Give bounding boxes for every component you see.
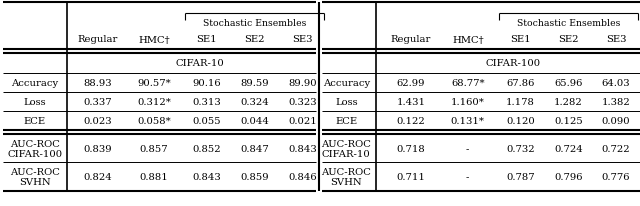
Text: 0.724: 0.724 [554, 145, 582, 154]
Text: 90.16: 90.16 [193, 79, 221, 88]
Text: Accuracy: Accuracy [11, 79, 58, 88]
Text: 0.718: 0.718 [397, 145, 426, 154]
Text: 0.846: 0.846 [288, 173, 317, 182]
Text: 0.824: 0.824 [83, 173, 112, 182]
Text: Loss: Loss [23, 98, 46, 107]
Text: Stochastic Ensembles: Stochastic Ensembles [203, 19, 307, 28]
Text: 0.847: 0.847 [240, 145, 269, 154]
Text: CIFAR-100: CIFAR-100 [486, 59, 541, 68]
Text: 0.323: 0.323 [288, 98, 317, 107]
Text: ECE: ECE [24, 117, 45, 126]
Text: 0.120: 0.120 [506, 117, 535, 126]
Text: ECE: ECE [335, 117, 357, 126]
Text: 1.282: 1.282 [554, 98, 582, 107]
Text: Loss: Loss [335, 98, 358, 107]
Text: SE3: SE3 [606, 35, 627, 44]
Text: 0.839: 0.839 [83, 145, 111, 154]
Text: 0.776: 0.776 [602, 173, 630, 182]
Text: 1.178: 1.178 [506, 98, 535, 107]
Text: 0.058*: 0.058* [137, 117, 171, 126]
Text: CIFAR-10: CIFAR-10 [322, 150, 371, 159]
Text: AUC-ROC: AUC-ROC [321, 140, 371, 149]
Text: Regular: Regular [77, 35, 118, 44]
Text: Accuracy: Accuracy [323, 79, 370, 88]
Text: 0.787: 0.787 [506, 173, 535, 182]
Text: 0.055: 0.055 [193, 117, 221, 126]
Text: 1.431: 1.431 [397, 98, 426, 107]
Text: AUC-ROC: AUC-ROC [10, 168, 60, 177]
Text: 0.023: 0.023 [83, 117, 111, 126]
Text: SVHN: SVHN [19, 178, 51, 187]
Text: 0.843: 0.843 [193, 173, 221, 182]
Text: 88.93: 88.93 [83, 79, 111, 88]
Text: Stochastic Ensembles: Stochastic Ensembles [516, 19, 620, 28]
Text: 68.77*: 68.77* [451, 79, 484, 88]
Text: 0.843: 0.843 [288, 145, 317, 154]
Text: SE2: SE2 [558, 35, 579, 44]
Text: 0.313: 0.313 [193, 98, 221, 107]
Text: 0.881: 0.881 [140, 173, 168, 182]
Text: 0.090: 0.090 [602, 117, 630, 126]
Text: 0.122: 0.122 [397, 117, 426, 126]
Text: CIFAR-10: CIFAR-10 [175, 59, 224, 68]
Text: 89.59: 89.59 [241, 79, 269, 88]
Text: 67.86: 67.86 [506, 79, 534, 88]
Text: AUC-ROC: AUC-ROC [10, 140, 60, 149]
Text: 0.732: 0.732 [506, 145, 535, 154]
Text: 0.857: 0.857 [140, 145, 168, 154]
Text: HMC†: HMC† [452, 35, 484, 44]
Text: CIFAR-100: CIFAR-100 [7, 150, 62, 159]
Text: 89.90: 89.90 [288, 79, 317, 88]
Text: 0.722: 0.722 [602, 145, 630, 154]
Text: 0.044: 0.044 [240, 117, 269, 126]
Text: 1.382: 1.382 [602, 98, 630, 107]
Text: 64.03: 64.03 [602, 79, 630, 88]
Text: SE1: SE1 [510, 35, 531, 44]
Text: AUC-ROC: AUC-ROC [321, 168, 371, 177]
Text: 0.337: 0.337 [83, 98, 111, 107]
Text: 0.312*: 0.312* [137, 98, 171, 107]
Text: 0.131*: 0.131* [451, 117, 484, 126]
Text: 0.859: 0.859 [241, 173, 269, 182]
Text: 1.160*: 1.160* [451, 98, 484, 107]
Text: 62.99: 62.99 [397, 79, 425, 88]
Text: 0.324: 0.324 [240, 98, 269, 107]
Text: 0.796: 0.796 [554, 173, 582, 182]
Text: SVHN: SVHN [330, 178, 362, 187]
Text: 90.57*: 90.57* [137, 79, 171, 88]
Text: SE3: SE3 [292, 35, 313, 44]
Text: SE2: SE2 [244, 35, 265, 44]
Text: -: - [466, 173, 469, 182]
Text: SE1: SE1 [196, 35, 217, 44]
Text: Regular: Regular [391, 35, 431, 44]
Text: 0.852: 0.852 [193, 145, 221, 154]
Text: 0.021: 0.021 [288, 117, 317, 126]
Text: HMC†: HMC† [138, 35, 170, 44]
Text: 0.125: 0.125 [554, 117, 582, 126]
Text: 0.711: 0.711 [397, 173, 426, 182]
Text: 65.96: 65.96 [554, 79, 582, 88]
Text: -: - [466, 145, 469, 154]
